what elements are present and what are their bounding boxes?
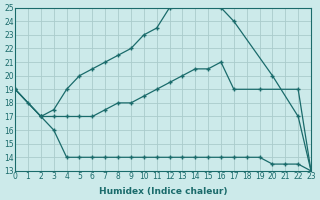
X-axis label: Humidex (Indice chaleur): Humidex (Indice chaleur) [99,187,227,196]
